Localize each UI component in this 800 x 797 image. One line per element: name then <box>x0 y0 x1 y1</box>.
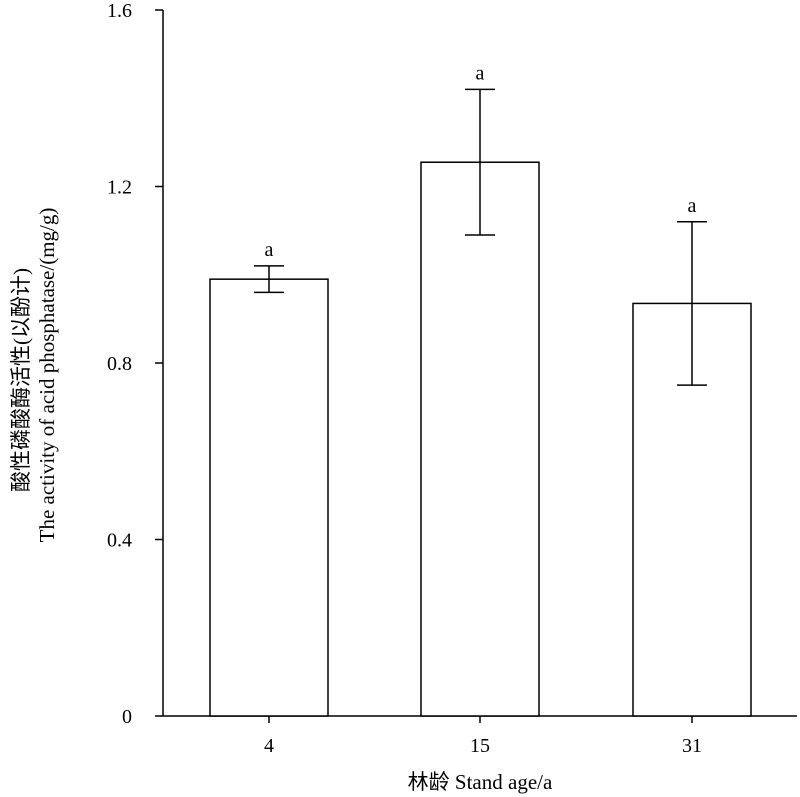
y-ticks: 0 0.4 0.8 1.2 1.6 <box>107 0 163 728</box>
significance-label: a <box>265 239 274 261</box>
y-tick-label: 1.2 <box>107 177 132 199</box>
bars: a a a <box>209 62 752 717</box>
y-tick-label: 0.8 <box>107 353 132 375</box>
x-tick-label: 31 <box>682 735 702 757</box>
x-tick-label: 4 <box>264 735 274 757</box>
bar <box>420 161 540 717</box>
x-axis-label: 林龄 Stand age/a <box>408 770 553 794</box>
y-axis-label-line1: 酸性磷酸酶活性(以酚计) <box>9 268 33 492</box>
y-tick-label: 0 <box>122 706 132 728</box>
significance-label: a <box>476 62 485 84</box>
y-tick-label: 0.4 <box>107 530 132 552</box>
y-tick-label: 1.6 <box>107 0 132 22</box>
x-tick-label: 15 <box>470 735 490 757</box>
significance-label: a <box>688 195 697 217</box>
y-axis-label-line2: The activity of acid phosphatase/(mg/g) <box>35 208 59 543</box>
bar <box>209 278 329 717</box>
x-ticks: 4 15 31 <box>264 716 702 757</box>
